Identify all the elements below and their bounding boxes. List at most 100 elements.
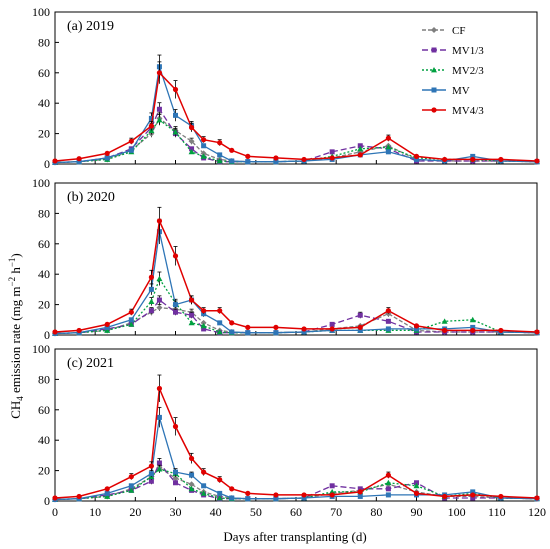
data-point <box>200 150 207 157</box>
series-mv <box>52 218 540 336</box>
data-point <box>188 319 195 326</box>
y-tick-label: 20 <box>38 298 50 312</box>
data-point <box>385 472 391 478</box>
data-point <box>189 146 195 152</box>
data-point <box>301 326 307 332</box>
data-point <box>385 326 391 332</box>
data-point <box>414 326 419 332</box>
data-point <box>245 496 251 502</box>
legend-entry: MV4/3 <box>422 105 484 117</box>
data-point <box>188 138 195 145</box>
data-point <box>534 495 540 501</box>
legend-marker <box>431 67 437 73</box>
data-point <box>357 145 364 152</box>
y-tick-label: 20 <box>38 127 50 141</box>
data-point <box>173 480 178 486</box>
data-point <box>229 320 235 326</box>
data-point <box>156 466 163 472</box>
data-point <box>273 492 279 498</box>
data-point <box>470 489 476 495</box>
x-tick-label: 80 <box>370 505 382 519</box>
legend-label: CF <box>452 25 465 37</box>
x-tick-label: 50 <box>250 505 262 519</box>
data-point <box>201 483 207 489</box>
data-point <box>104 155 110 161</box>
data-point <box>217 490 223 496</box>
legend-marker <box>431 107 437 113</box>
x-tick-label: 70 <box>330 505 342 519</box>
y-tick-label: 0 <box>44 328 50 342</box>
data-point <box>188 124 195 131</box>
data-point <box>385 492 391 498</box>
data-point <box>156 218 163 224</box>
data-point <box>301 156 307 163</box>
data-point <box>442 327 448 334</box>
data-point <box>172 475 179 482</box>
plot-frame <box>54 182 538 336</box>
data-point <box>414 156 419 162</box>
data-point <box>357 324 363 330</box>
data-point <box>52 158 58 164</box>
data-point <box>148 463 154 469</box>
panel-label: (b) 2020 <box>67 190 115 205</box>
panel-label: (c) 2021 <box>67 356 114 371</box>
y-axis-title-sup1: −2 <box>7 277 17 287</box>
data-point <box>173 302 178 308</box>
data-point <box>216 494 223 501</box>
legend: CF MV1/3 MV2/3 MV MV4/3 <box>422 25 484 117</box>
data-point <box>104 150 110 156</box>
series-line <box>54 299 538 335</box>
y-axis-title-main: CH <box>8 401 23 419</box>
data-point <box>217 477 223 483</box>
data-point <box>470 153 476 159</box>
data-point <box>385 149 391 155</box>
data-point <box>245 490 251 496</box>
data-point <box>148 478 154 484</box>
data-point <box>104 486 110 492</box>
legend-entry: MV1/3 <box>422 45 484 57</box>
data-point <box>201 137 207 143</box>
data-point <box>128 487 135 493</box>
data-point <box>148 298 155 304</box>
series-mv2-3 <box>52 464 540 502</box>
data-point <box>470 495 476 501</box>
data-point <box>128 474 134 480</box>
series-line <box>54 388 538 499</box>
data-point <box>148 286 154 292</box>
data-point <box>273 324 279 330</box>
y-tick-label: 40 <box>38 433 50 447</box>
legend-entry: CF <box>422 25 465 37</box>
x-tick-label: 60 <box>290 505 302 519</box>
data-point <box>189 312 195 318</box>
data-point <box>229 486 235 492</box>
panel-2: 0 20 40 60 80 100 (b) 2020 <box>32 176 540 342</box>
data-point <box>172 129 179 135</box>
series-cf <box>52 463 540 503</box>
y-axis-title: CH4 emission rate (mg m−2 h−1) <box>7 253 25 419</box>
data-point <box>172 86 179 93</box>
data-point <box>128 138 134 144</box>
data-point <box>148 115 154 121</box>
data-point <box>414 480 419 486</box>
data-point <box>245 153 251 159</box>
data-point <box>357 327 363 333</box>
data-point <box>217 308 223 314</box>
legend-label: MV2/3 <box>452 65 484 77</box>
data-point <box>173 112 178 118</box>
data-point <box>385 318 391 324</box>
y-tick-label: 0 <box>44 494 50 508</box>
data-point <box>148 308 154 314</box>
data-point <box>188 297 195 303</box>
x-tick-label: 20 <box>129 505 141 519</box>
data-point <box>273 159 279 165</box>
data-point <box>128 317 134 323</box>
data-point <box>357 152 363 158</box>
data-point <box>104 493 111 499</box>
data-point <box>188 485 195 492</box>
data-point <box>148 471 154 477</box>
data-point <box>229 495 235 501</box>
data-point <box>245 324 251 330</box>
data-point <box>229 147 235 153</box>
data-point <box>76 493 82 500</box>
legend-entry: MV <box>422 85 470 97</box>
